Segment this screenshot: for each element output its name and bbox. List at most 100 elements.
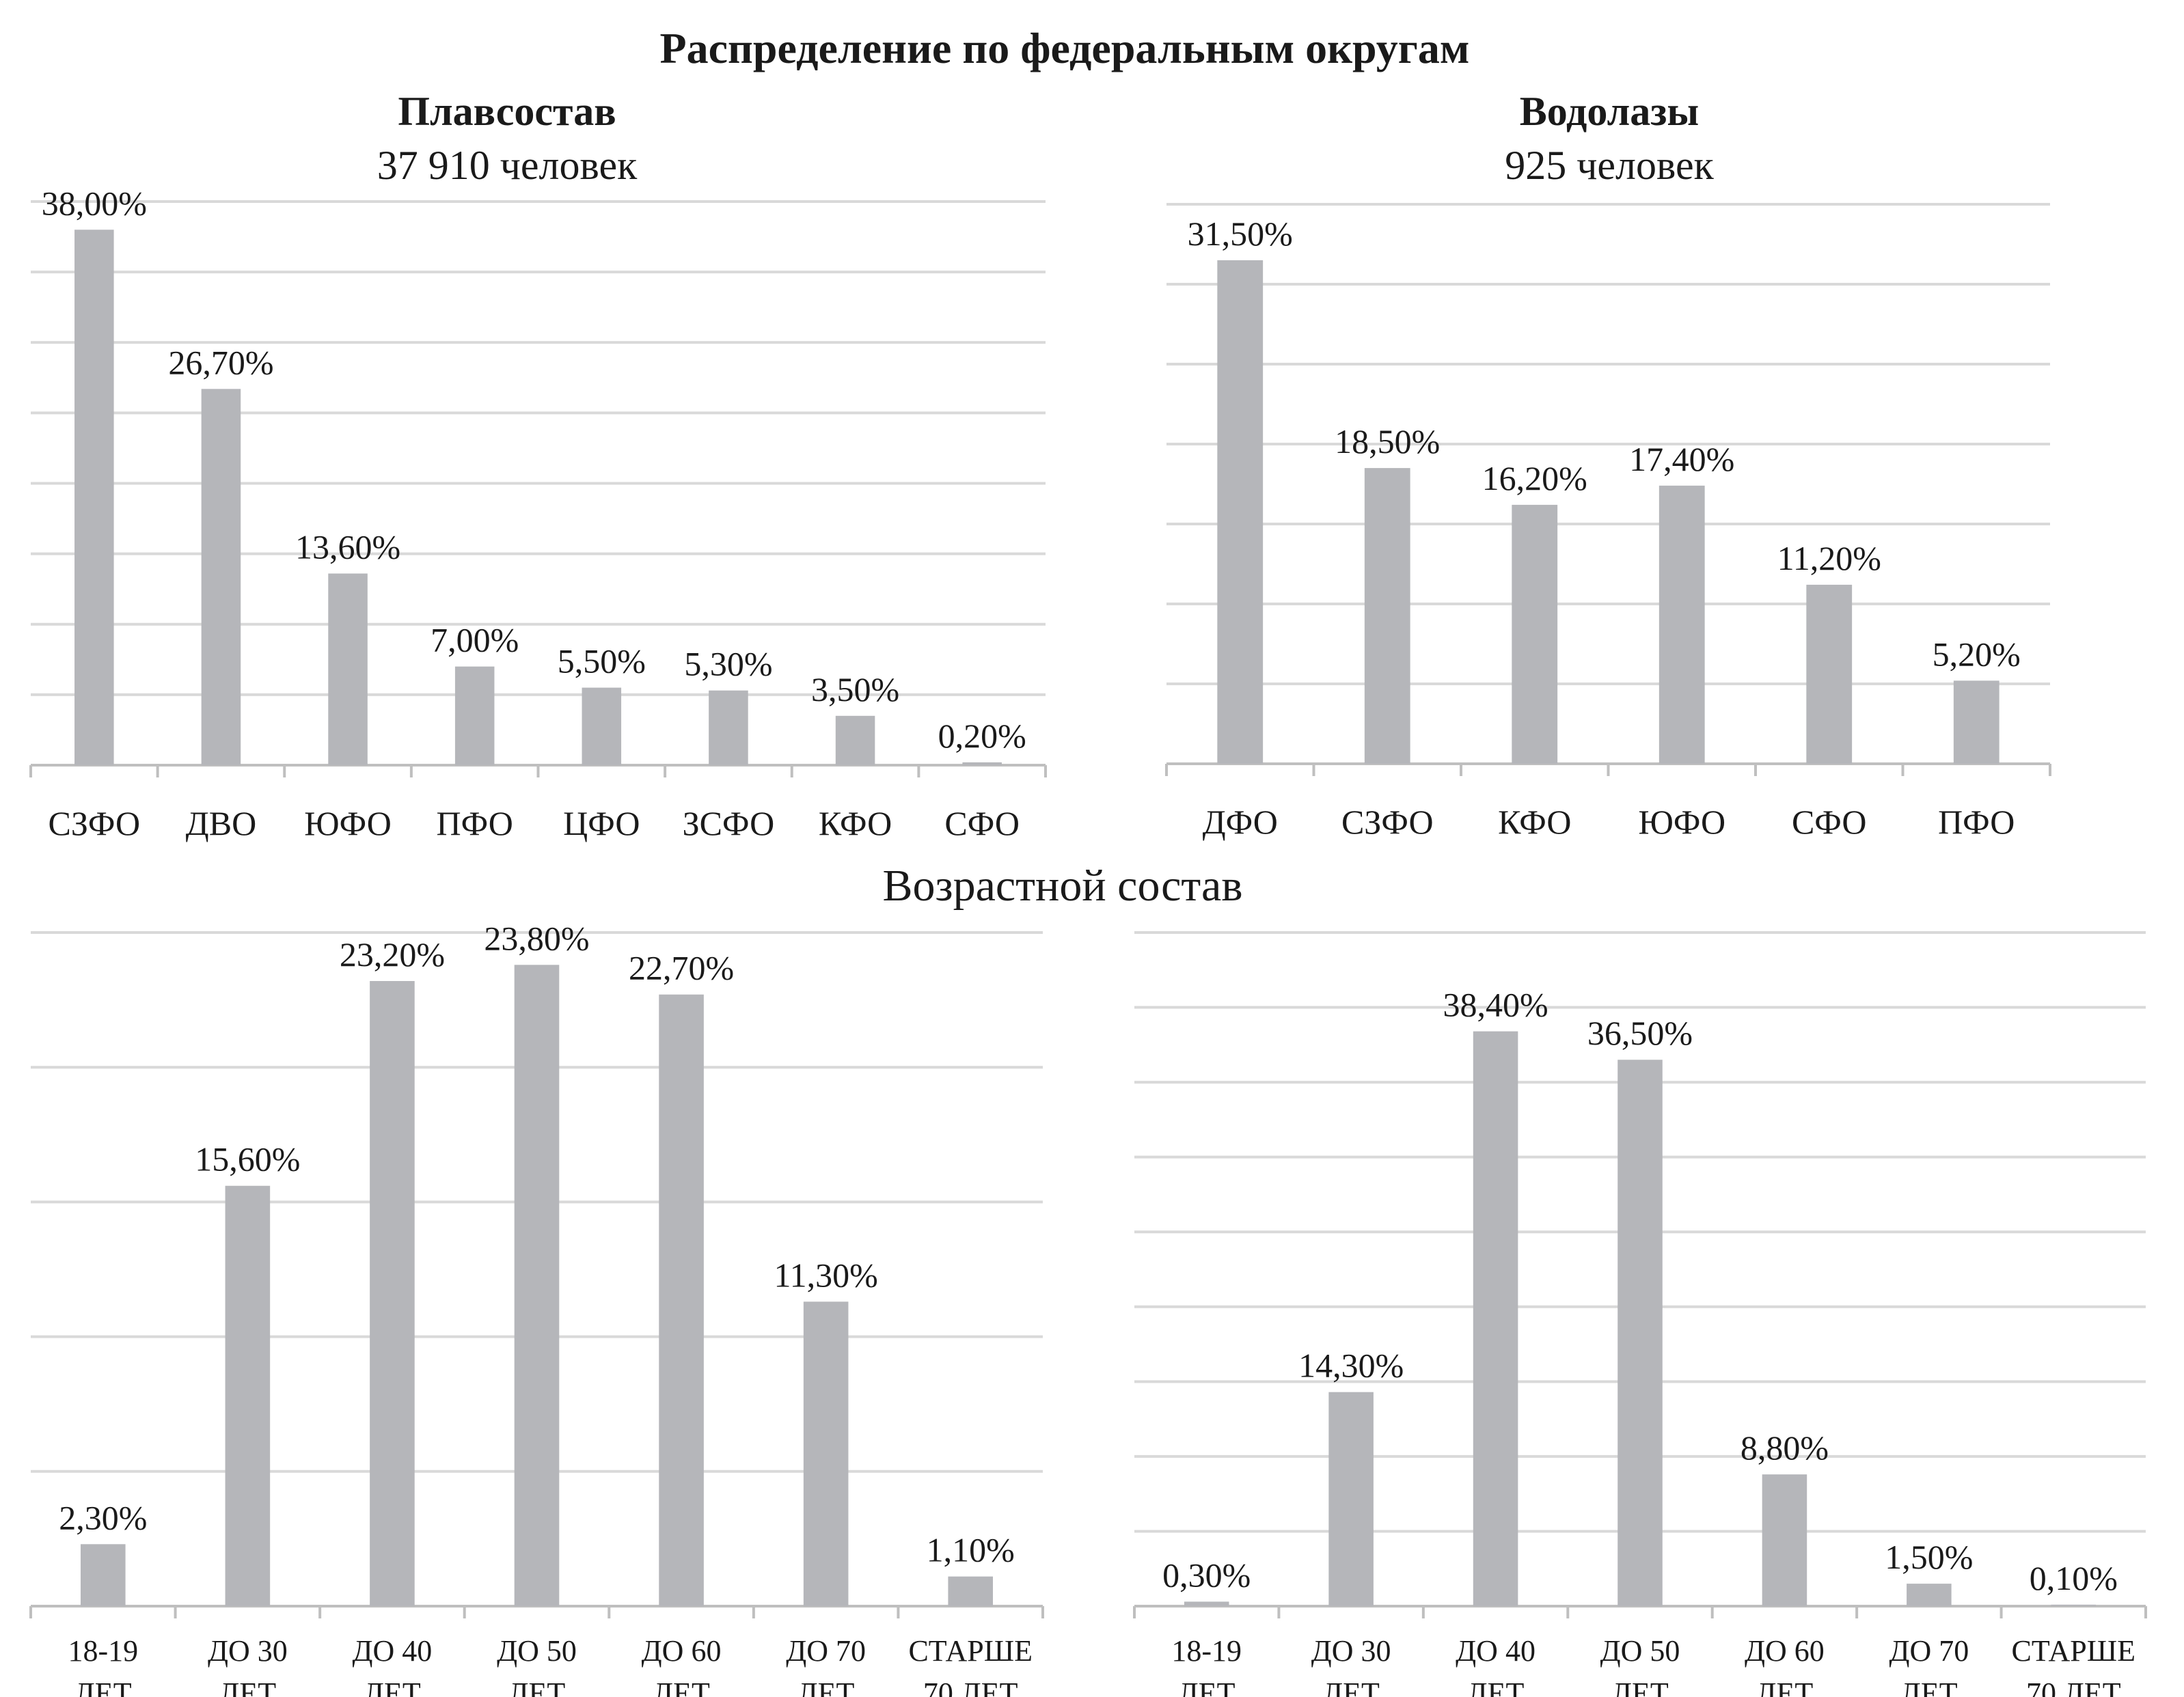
data-label-2: 23,20% [340, 935, 445, 974]
data-label-4: 22,70% [629, 949, 734, 987]
bar-6 [835, 715, 875, 765]
bar-1 [1328, 1392, 1374, 1606]
bar-2 [1473, 1031, 1518, 1606]
category-label-4: ЛЕТ [1756, 1677, 1814, 1697]
category-label-6: 70 ЛЕТ [2026, 1677, 2121, 1697]
category-label-2: ЮФО [304, 804, 392, 842]
chart-divers-region: 31,50% ДФО 18,50% СЗФО 16,20% КФО 17,40% ЮФО 11,… [1165, 203, 2051, 841]
category-label-5: ЛЕТ [797, 1677, 855, 1697]
chart-subtitle-crew: 37 910 человек [377, 143, 638, 188]
data-label-0: 38,00% [42, 184, 147, 222]
bar-2 [328, 573, 368, 765]
bar-4 [1762, 1474, 1807, 1606]
category-label-3: ЛЕТ [1611, 1677, 1669, 1697]
category-label-5: ДО 70 [1889, 1634, 1969, 1668]
category-label-0: ДФО [1203, 803, 1278, 841]
category-label-2: КФО [1498, 803, 1571, 841]
data-label-2: 16,20% [1482, 459, 1587, 497]
bar-0 [74, 230, 114, 765]
category-label-1: ДО 30 [208, 1634, 288, 1668]
charts-group: 38,00% СЗФО 26,70% ДВО 13,60% ЮФО 7,00% ПФО 5,50… [29, 184, 2147, 1697]
bar-1 [201, 389, 241, 765]
section-title-age: Возрастной состав [882, 861, 1242, 911]
data-label-3: 23,80% [484, 919, 589, 957]
bar-1 [1364, 468, 1410, 764]
bar-1 [225, 1185, 271, 1606]
bar-7 [962, 762, 1002, 765]
category-label-5: ЗСФО [683, 804, 775, 842]
category-label-4: СФО [1792, 803, 1867, 841]
category-label-6: КФО [819, 804, 892, 842]
category-label-7: СФО [944, 804, 1020, 842]
category-label-6: СТАРШЕ [2012, 1634, 2136, 1668]
category-label-1: ДО 30 [1311, 1634, 1391, 1668]
bar-5 [1953, 680, 1999, 764]
data-label-6: 1,10% [927, 1531, 1015, 1569]
category-label-5: ДО 70 [786, 1634, 866, 1668]
bar-4 [659, 994, 704, 1606]
category-label-5: ЛЕТ [1900, 1677, 1958, 1697]
bar-0 [1217, 260, 1264, 764]
category-label-4: ЛЕТ [653, 1677, 710, 1697]
category-label-6: 70 ЛЕТ [923, 1677, 1018, 1697]
bar-4 [1806, 584, 1853, 764]
bar-3 [1659, 485, 1705, 764]
bar-3 [1617, 1060, 1663, 1606]
category-label-0: 18-19 [68, 1634, 138, 1668]
bar-5 [803, 1301, 849, 1606]
data-label-4: 11,20% [1777, 539, 1881, 577]
chart-subtitle-divers: 925 человек [1505, 143, 1714, 188]
bar-4 [582, 687, 622, 765]
data-label-6: 0,10% [2030, 1559, 2118, 1597]
category-label-2: ДО 40 [353, 1634, 433, 1668]
data-label-6: 3,50% [811, 670, 899, 708]
chart-divers-age: 0,30% 18-19 ЛЕТ 14,30% ДО 30 ЛЕТ 38,40% ДО 40 ЛЕ… [1133, 931, 2147, 1697]
category-label-0: 18-19 [1171, 1634, 1242, 1668]
bar-0 [1184, 1601, 1229, 1606]
category-label-5: ПФО [1938, 803, 2015, 841]
bar-6 [2051, 1604, 2097, 1606]
bar-5 [1907, 1584, 1952, 1606]
category-label-3: ЮФО [1638, 803, 1725, 841]
data-label-1: 26,70% [168, 343, 273, 381]
chart-crew-age: 2,30% 18-19 ЛЕТ 15,60% ДО 30 ЛЕТ 23,20% ДО 40 ЛЕ… [29, 919, 1044, 1697]
data-label-3: 17,40% [1629, 440, 1734, 478]
category-label-1: СЗФО [1341, 803, 1434, 841]
category-label-6: СТАРШЕ [908, 1634, 1033, 1668]
data-label-1: 14,30% [1298, 1347, 1404, 1385]
data-label-0: 0,30% [1162, 1556, 1251, 1594]
data-label-4: 5,50% [558, 642, 646, 680]
data-label-4: 8,80% [1741, 1429, 1829, 1467]
data-label-0: 2,30% [59, 1498, 147, 1536]
category-label-3: ДО 50 [1600, 1634, 1680, 1668]
category-label-1: ЛЕТ [219, 1677, 277, 1697]
data-label-0: 31,50% [1188, 215, 1293, 253]
category-label-0: СЗФО [49, 804, 141, 842]
category-label-3: ЛЕТ [508, 1677, 566, 1697]
bar-2 [1512, 504, 1558, 764]
category-label-4: ДО 60 [1745, 1634, 1825, 1668]
data-label-1: 15,60% [195, 1140, 300, 1178]
data-label-2: 13,60% [295, 528, 400, 566]
data-label-5: 11,30% [774, 1256, 877, 1294]
category-label-2: ЛЕТ [1467, 1677, 1525, 1697]
category-label-2: ДО 40 [1456, 1634, 1535, 1668]
data-label-5: 5,30% [684, 645, 772, 683]
bar-3 [514, 965, 560, 1606]
bar-2 [370, 980, 415, 1606]
bar-3 [454, 666, 495, 765]
data-label-3: 7,00% [431, 621, 519, 659]
category-label-4: ДО 60 [642, 1634, 722, 1668]
figure-title: Распределение по федеральным округам [660, 24, 1470, 72]
category-label-1: ДВО [186, 804, 257, 842]
category-label-4: ЦФО [563, 804, 640, 842]
category-label-2: ЛЕТ [364, 1677, 421, 1697]
category-label-3: ДО 50 [497, 1634, 577, 1668]
data-label-2: 38,40% [1443, 986, 1548, 1024]
chart-title-crew: Плавсостав [398, 89, 616, 134]
bar-6 [948, 1576, 994, 1606]
chart-crew-region: 38,00% СЗФО 26,70% ДВО 13,60% ЮФО 7,00% ПФО 5,50… [29, 184, 1047, 842]
bar-0 [80, 1544, 126, 1606]
category-label-3: ПФО [437, 804, 513, 842]
